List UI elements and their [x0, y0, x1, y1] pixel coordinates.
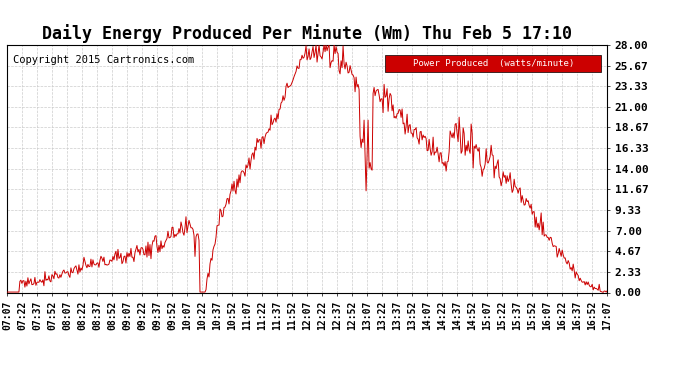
- Text: Copyright 2015 Cartronics.com: Copyright 2015 Cartronics.com: [13, 55, 194, 65]
- Text: Power Produced  (watts/minute): Power Produced (watts/minute): [413, 59, 574, 68]
- Bar: [385, 55, 601, 72]
- Title: Daily Energy Produced Per Minute (Wm) Thu Feb 5 17:10: Daily Energy Produced Per Minute (Wm) Th…: [42, 24, 572, 44]
